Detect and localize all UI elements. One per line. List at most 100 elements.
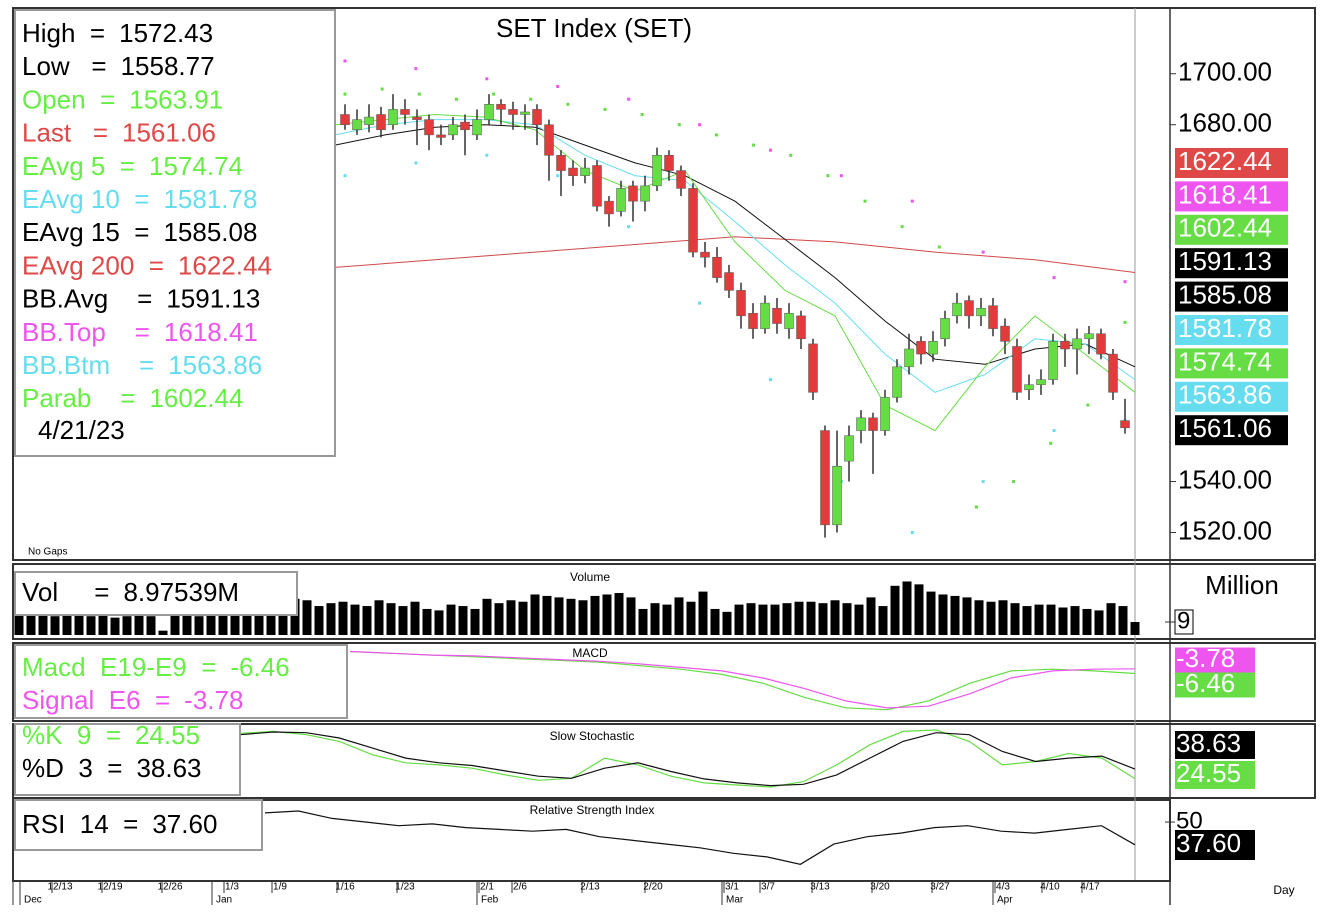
candle-body xyxy=(820,430,830,526)
readout-label: Open = xyxy=(22,84,115,114)
indicator-dot xyxy=(768,378,772,382)
readout-value: -6.46 xyxy=(230,652,289,682)
volume-bar xyxy=(1082,608,1092,635)
readout-value: 8.97539M xyxy=(123,577,239,607)
readout-value: 38.63 xyxy=(136,753,201,783)
volume-bar xyxy=(98,614,108,635)
value-tag-label: -3.78 xyxy=(1176,643,1235,673)
indicator-dot xyxy=(698,123,702,127)
candle-body xyxy=(976,307,986,317)
candle-body xyxy=(724,272,734,291)
tag-box xyxy=(1174,609,1194,635)
axis-label: Million xyxy=(1205,570,1279,600)
volume-bar xyxy=(158,630,168,635)
volume-bar xyxy=(638,608,648,635)
volume-bar xyxy=(410,601,420,635)
readout: BB.Btm = 1563.86 xyxy=(22,350,262,380)
volume-bar xyxy=(266,606,276,635)
candle-body xyxy=(388,109,398,125)
indicator-dot xyxy=(343,59,347,63)
volume-bar xyxy=(986,601,996,635)
candle-body xyxy=(892,366,902,398)
volume-bar xyxy=(746,603,756,635)
indicator-dot xyxy=(485,77,489,81)
price-tag-label: 1602.44 xyxy=(1178,213,1272,243)
volume-bar xyxy=(38,614,48,635)
indicator-dot xyxy=(698,301,702,305)
volume-bar xyxy=(350,604,360,635)
candle-body xyxy=(736,290,746,317)
volume-bar xyxy=(890,585,900,635)
candle-body xyxy=(436,134,446,138)
volume-bar xyxy=(434,610,444,635)
volume-bar xyxy=(26,613,36,635)
x-axis-label: Day xyxy=(1273,883,1294,897)
volume-bar xyxy=(242,614,252,635)
volume-bar xyxy=(674,597,684,635)
readout-label: EAvg 5 = xyxy=(22,151,135,181)
readout-label: Macd E19-E9 = xyxy=(22,652,216,682)
indicator-dot xyxy=(1052,276,1056,280)
x-tick-label: 1/16 xyxy=(335,882,355,893)
candle-body xyxy=(592,165,602,207)
candle-body xyxy=(616,188,626,212)
candle-body xyxy=(544,124,554,156)
indicator-dot xyxy=(640,113,644,117)
x-tick-label: 2/20 xyxy=(643,882,663,893)
month-label: Mar xyxy=(726,895,744,906)
readout: EAvg 200 = 1622.44 xyxy=(22,250,272,280)
line xyxy=(334,113,1136,432)
volume-bar xyxy=(50,616,60,635)
volume-bar xyxy=(506,600,516,635)
volume-bar xyxy=(386,603,396,635)
readout-label: EAvg 15 = xyxy=(22,217,149,247)
volume-bar xyxy=(542,595,552,635)
chart-title: SET Index (SET) xyxy=(496,13,692,43)
price-tag xyxy=(1175,381,1288,412)
indicator-dot xyxy=(1086,403,1090,407)
price-tag xyxy=(1175,315,1288,345)
readout-label: EAvg 10 = xyxy=(22,184,149,214)
indicator-dot xyxy=(1123,280,1127,284)
indicator-dot xyxy=(768,148,772,152)
volume-bar xyxy=(842,603,852,635)
candle-body xyxy=(556,155,566,171)
readout: %D 3 = 38.63 xyxy=(22,753,202,783)
price-tag xyxy=(1175,248,1288,279)
volume-bar xyxy=(710,608,720,635)
readout-value: 1561.06 xyxy=(122,117,216,147)
x-tick-label: 4/10 xyxy=(1040,882,1060,893)
candle-body xyxy=(1108,353,1118,393)
candle-body xyxy=(964,300,974,317)
value-tag xyxy=(1175,731,1255,759)
candle-body xyxy=(988,305,998,329)
panel-title: Volume xyxy=(570,570,610,584)
volume-bar xyxy=(854,604,864,635)
indicator-dot xyxy=(752,143,756,147)
candle-body xyxy=(832,465,842,526)
indicator-dot xyxy=(1052,429,1056,433)
indicator-dot xyxy=(789,153,793,157)
readout-label: EAvg 200 = xyxy=(22,250,164,280)
indicator-dot xyxy=(492,92,496,96)
price-tag-label: 1618.41 xyxy=(1178,179,1272,209)
volume-bar xyxy=(338,601,348,635)
volume-bar xyxy=(1010,603,1020,635)
volume-bar xyxy=(866,597,876,635)
readout: EAvg 5 = 1574.74 xyxy=(22,151,243,181)
volume-bar xyxy=(182,613,192,635)
volume-bar xyxy=(62,613,72,635)
candle-body xyxy=(784,313,794,329)
volume-bar xyxy=(698,591,708,635)
candle-body xyxy=(1012,346,1022,393)
volume-bar xyxy=(422,608,432,635)
volume-bar xyxy=(446,604,456,635)
x-tick-label: 2/13 xyxy=(580,882,600,893)
volume-bar xyxy=(110,617,120,635)
volume-bar xyxy=(1094,610,1104,635)
indicator-dot xyxy=(414,161,418,165)
candle-body xyxy=(712,256,722,278)
volume-bar xyxy=(626,597,636,635)
y-tick-label: 1700.00 xyxy=(1178,57,1272,87)
indicator-dot xyxy=(627,225,631,229)
